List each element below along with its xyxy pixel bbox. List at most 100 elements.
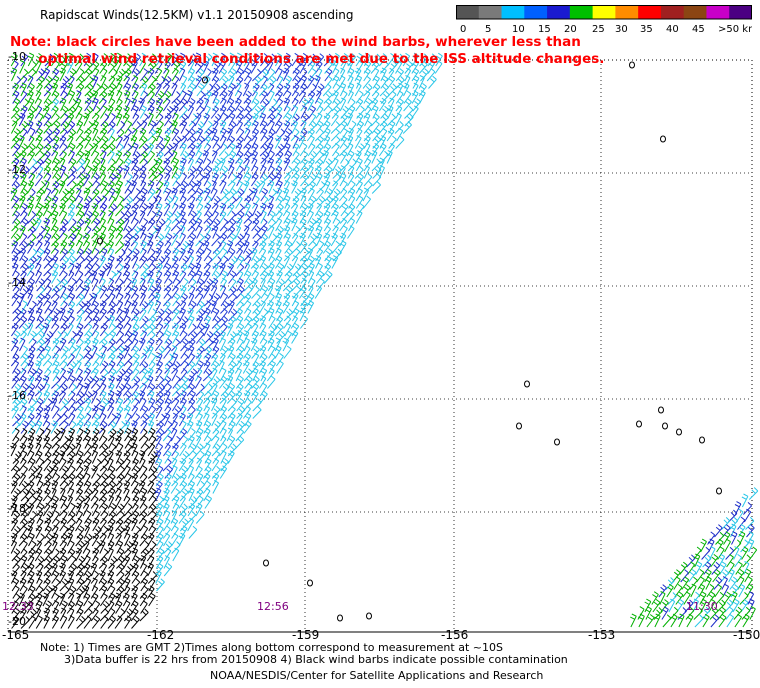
wind-barb — [163, 270, 172, 284]
wind-barb — [68, 375, 76, 389]
wind-barb — [35, 315, 45, 329]
wind-barb — [91, 383, 101, 397]
wind-barb — [115, 503, 125, 517]
wind-barb — [58, 383, 68, 397]
wind-barb — [116, 180, 124, 194]
wind-barb — [251, 202, 259, 217]
wind-barb — [138, 457, 146, 472]
wind-barb — [226, 240, 234, 254]
wind-barb — [100, 180, 109, 194]
wind-barb — [212, 480, 220, 494]
wind-barb — [638, 613, 645, 628]
wind-barb — [35, 262, 42, 277]
wind-barb — [179, 442, 187, 457]
wind-barb — [308, 112, 317, 127]
wind-barb — [219, 262, 226, 277]
wind-barb — [20, 360, 29, 374]
wind-barb — [235, 195, 243, 209]
wind-barb — [162, 255, 170, 269]
wind-barb — [299, 195, 307, 209]
wind-barb — [180, 525, 188, 539]
wind-barb — [658, 584, 667, 598]
wind-barb — [299, 232, 306, 247]
wind-barb — [259, 345, 267, 359]
wind-barb — [18, 592, 25, 607]
wind-barb — [338, 67, 346, 82]
wind-barb — [290, 315, 299, 329]
wind-barb — [179, 90, 187, 104]
wind-barb — [18, 308, 27, 322]
wind-barb — [84, 517, 92, 532]
wind-barb — [187, 172, 195, 187]
wind-barb — [82, 337, 91, 352]
wind-barb — [19, 60, 26, 74]
legend-label: >50 knots — [718, 24, 752, 35]
wind-barb — [59, 135, 67, 149]
wind-barb — [235, 367, 242, 382]
wind-barb — [741, 546, 749, 560]
wind-barb — [139, 352, 148, 367]
wind-barb — [178, 457, 187, 472]
wind-barb — [68, 555, 77, 569]
wind-barb — [299, 263, 309, 277]
wind-barb — [234, 233, 244, 247]
lon-label-150: -150 — [733, 628, 760, 642]
wind-barb — [363, 165, 370, 179]
wind-barb — [178, 532, 186, 547]
lat-label-10: -10 — [8, 50, 26, 63]
wind-barb — [364, 98, 373, 112]
wind-barb — [131, 615, 140, 629]
wind-barb — [59, 457, 67, 472]
wind-barb — [35, 405, 44, 419]
wind-barb — [34, 255, 42, 269]
wind-barb — [148, 457, 156, 472]
wind-barb — [179, 285, 187, 299]
wind-barb — [275, 300, 282, 314]
wind-barb — [91, 502, 99, 517]
wind-barb — [130, 210, 138, 224]
wind-barb — [124, 532, 131, 547]
wind-barb — [115, 458, 125, 472]
wind-barb — [267, 353, 276, 367]
wind-barb — [235, 412, 243, 427]
wind-barb — [83, 600, 93, 614]
wind-barb — [243, 307, 252, 322]
wind-barb — [154, 247, 162, 262]
wind-barb — [90, 165, 98, 179]
wind-barb — [147, 255, 156, 269]
wind-barb — [339, 172, 347, 187]
wind-barb — [106, 338, 116, 352]
wind-barb — [724, 599, 734, 613]
wind-barb — [332, 75, 340, 89]
wind-barb — [18, 315, 28, 329]
wind-barb — [60, 345, 69, 359]
wind-barb — [204, 90, 212, 104]
wind-barb — [362, 75, 371, 89]
wind-barb — [291, 150, 300, 164]
wind-barb — [132, 360, 140, 374]
wind-barb — [386, 105, 394, 119]
wind-barb — [739, 592, 749, 605]
wind-barb — [84, 76, 94, 89]
wind-barb — [675, 591, 684, 605]
wind-barb — [82, 300, 91, 314]
legend-label: 25 — [592, 24, 605, 35]
wind-barb — [347, 67, 355, 82]
legend-border — [456, 5, 752, 20]
wind-barb — [250, 247, 258, 262]
wind-barb — [267, 337, 275, 352]
wind-barb — [67, 345, 77, 359]
wind-barb — [291, 292, 299, 307]
wind-barb — [749, 606, 756, 620]
wind-barb — [18, 533, 28, 547]
wind-barb — [179, 263, 188, 277]
wind-barb — [186, 90, 193, 104]
wind-barb — [100, 75, 107, 89]
wind-barb — [67, 473, 76, 487]
wind-barb — [276, 360, 284, 374]
wind-barb — [235, 120, 244, 134]
wind-barb — [244, 172, 252, 187]
wind-barb — [12, 360, 20, 374]
wind-barb — [210, 180, 217, 194]
wind-barb — [44, 172, 52, 187]
